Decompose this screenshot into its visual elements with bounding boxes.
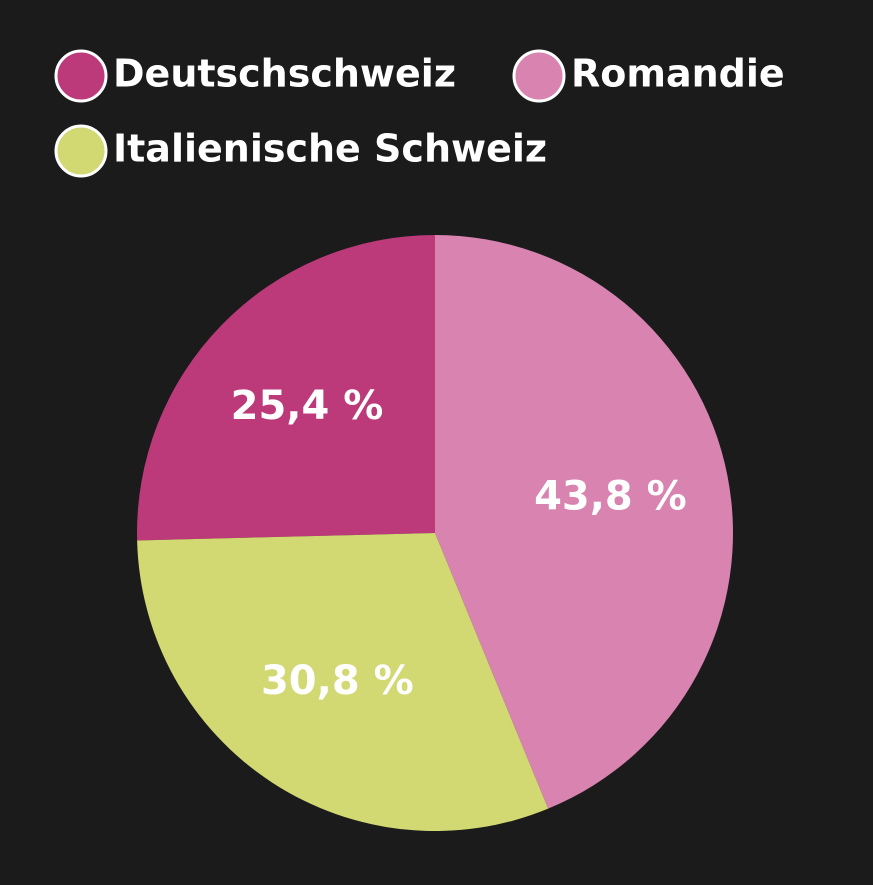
- slice-label: 43,8 %: [534, 473, 687, 519]
- legend-label: Deutschschweiz: [113, 52, 456, 96]
- pie-slice: [137, 533, 549, 831]
- pie-slice: [435, 235, 733, 809]
- legend-swatch: [54, 124, 108, 178]
- legend-swatch: [54, 49, 108, 103]
- slice-label: 25,4 %: [231, 383, 384, 429]
- legend-label: Italienische Schweiz: [113, 127, 547, 171]
- legend-label: Romandie: [571, 52, 785, 96]
- legend-swatch: [512, 49, 566, 103]
- slice-label: 30,8 %: [261, 658, 414, 704]
- pie-slice: [137, 235, 435, 541]
